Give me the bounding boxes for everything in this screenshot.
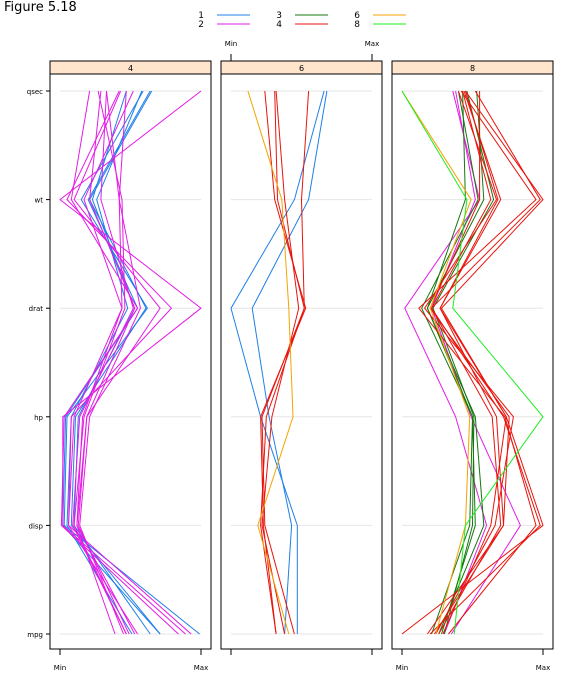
series-line-4 bbox=[423, 90, 514, 635]
series-line-6 bbox=[401, 90, 472, 635]
series-line-3 bbox=[426, 90, 485, 635]
bottom-axis-max-label: Max bbox=[536, 664, 550, 672]
legend-label: 4 bbox=[276, 20, 282, 30]
panel-frame bbox=[220, 60, 383, 650]
variable-label: mpg bbox=[27, 631, 43, 639]
bottom-axis-max-label: Max bbox=[194, 664, 208, 672]
series-line-1 bbox=[251, 90, 328, 635]
series-line-8 bbox=[401, 90, 544, 635]
series-line-2 bbox=[67, 90, 139, 635]
panel-strip-label: 6 bbox=[299, 64, 304, 73]
series-line-1 bbox=[230, 90, 325, 634]
variable-label: qsec bbox=[27, 88, 43, 96]
series-line-4 bbox=[429, 91, 510, 635]
variable-label: drat bbox=[29, 305, 44, 313]
series-line-4 bbox=[418, 90, 537, 635]
bottom-axis-min-label: Min bbox=[396, 664, 408, 672]
variable-label: wt bbox=[35, 197, 44, 205]
legend-label: 3 bbox=[276, 11, 282, 21]
panel-frame bbox=[49, 60, 212, 650]
series-line-2 bbox=[66, 90, 192, 635]
top-axis-max-label: Max bbox=[365, 40, 379, 48]
panel-strip-label: 4 bbox=[128, 64, 133, 73]
panel-strip bbox=[220, 60, 383, 75]
series-line-2 bbox=[60, 90, 179, 635]
series-line-2 bbox=[76, 90, 123, 635]
figure-title: Figure 5.18 bbox=[4, 0, 77, 15]
legend-label: 2 bbox=[198, 20, 204, 30]
series-line-4 bbox=[439, 90, 507, 635]
panel-strip bbox=[391, 60, 554, 75]
variable-label: hp bbox=[34, 414, 43, 422]
panel-strip bbox=[49, 60, 212, 75]
bottom-axis-min-label: Min bbox=[54, 664, 66, 672]
panel-strip-label: 8 bbox=[470, 64, 475, 73]
panel-frame bbox=[391, 60, 554, 650]
variable-label: disp bbox=[29, 522, 44, 530]
legend-label: 1 bbox=[198, 11, 204, 21]
series-line-4 bbox=[401, 90, 544, 635]
series-line-3 bbox=[432, 90, 495, 635]
series-line-2 bbox=[77, 90, 136, 635]
legend-label: 8 bbox=[354, 20, 360, 30]
top-axis-min-label: Min bbox=[225, 40, 237, 48]
legend-label: 6 bbox=[354, 11, 360, 21]
series-line-4 bbox=[261, 90, 310, 635]
series-line-1 bbox=[66, 90, 143, 635]
series-line-6 bbox=[247, 90, 294, 635]
